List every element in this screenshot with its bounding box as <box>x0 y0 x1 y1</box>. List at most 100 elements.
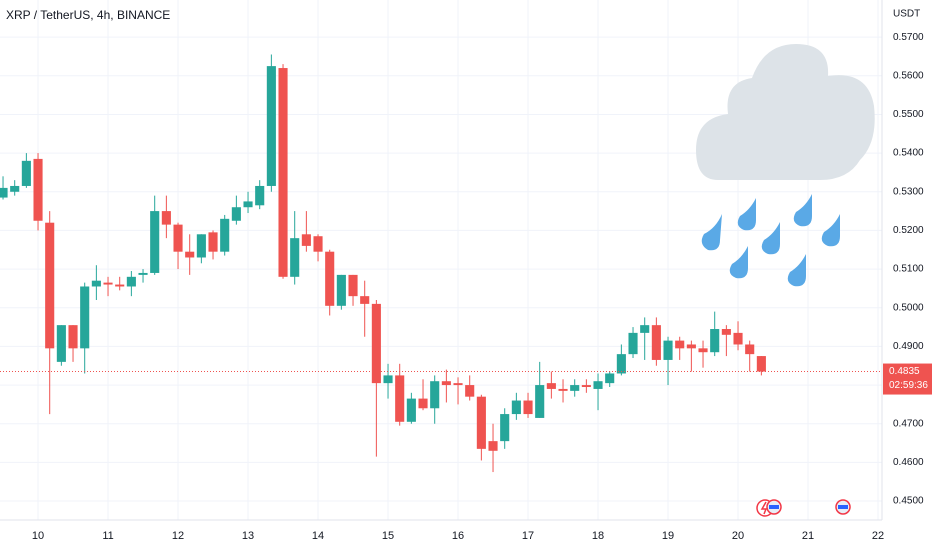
candle-body <box>255 185 265 206</box>
x-tick-label: 18 <box>592 530 604 542</box>
candle-body <box>756 356 766 372</box>
candle-body <box>558 388 568 391</box>
candle-body <box>278 68 288 277</box>
candle-body <box>710 329 720 353</box>
price-tag <box>883 363 932 395</box>
x-tick-label: 11 <box>102 530 113 542</box>
chart-title: XRP / TetherUS, 4h, BINANCE <box>6 8 170 22</box>
candle-body <box>523 400 533 415</box>
candle-body <box>605 373 615 384</box>
candle-body <box>500 414 510 442</box>
candle-body <box>418 398 428 409</box>
candle-body <box>10 185 20 192</box>
candle-body <box>348 274 358 297</box>
candle-body <box>56 325 66 362</box>
x-tick-label: 22 <box>872 530 884 542</box>
candle-body <box>511 400 521 415</box>
candle-body <box>686 344 696 349</box>
candle-body <box>301 234 311 246</box>
x-tick-label: 21 <box>802 530 814 542</box>
x-tick-label: 19 <box>662 530 674 542</box>
candle-body <box>546 383 556 389</box>
y-tick-label: 0.5200 <box>893 225 924 236</box>
candle-body <box>115 284 125 287</box>
candle-body <box>675 340 685 349</box>
y-tick-label: 0.5700 <box>893 32 924 43</box>
x-tick-label: 12 <box>172 530 184 542</box>
y-tick-label: 0.4700 <box>893 418 924 429</box>
candle-body <box>745 344 755 355</box>
x-tick-label: 10 <box>32 530 44 542</box>
candle-body <box>698 348 708 353</box>
y-tick-label: 0.5100 <box>893 264 924 275</box>
candle-body <box>465 385 475 397</box>
candle-body <box>488 441 498 451</box>
candle-body <box>441 381 451 386</box>
candle-body <box>91 280 101 287</box>
candle-body <box>360 296 370 304</box>
x-tick-label: 16 <box>452 530 464 542</box>
candle-body <box>430 381 440 409</box>
candle-body <box>138 272 148 275</box>
candle-body <box>208 232 218 252</box>
candle-body <box>616 354 626 374</box>
candle-body <box>406 398 416 422</box>
candle-body <box>45 222 55 349</box>
y-tick-label: 0.5500 <box>893 109 924 120</box>
candle-body <box>313 236 323 252</box>
y-tick-label: 0.5400 <box>893 148 924 159</box>
candle-body <box>325 251 335 306</box>
candle-body <box>721 329 731 335</box>
x-tick-label: 20 <box>732 530 744 542</box>
y-tick-label: 0.5000 <box>893 302 924 313</box>
candle-body <box>161 211 171 225</box>
candle-body <box>336 274 346 306</box>
candle-body <box>68 325 78 349</box>
price-tag-value: 0.4835 <box>889 366 920 377</box>
candle-body <box>383 375 393 384</box>
candle-body <box>581 385 591 388</box>
candle-body <box>733 332 743 345</box>
candle-body <box>290 238 300 277</box>
x-tick-label: 15 <box>382 530 394 542</box>
candle-body <box>593 381 603 389</box>
event-icons <box>756 499 851 517</box>
candle-body <box>0 187 8 198</box>
candle-body <box>651 325 661 360</box>
cloud-icon <box>696 44 875 287</box>
x-tick-label: 17 <box>522 530 534 542</box>
y-tick-label: 0.5600 <box>893 70 924 81</box>
candle-body <box>103 282 113 285</box>
candle-body <box>33 158 43 221</box>
candle-body <box>371 303 381 384</box>
overlay: 0.45000.46000.47000.48000.49000.50000.51… <box>0 32 932 542</box>
candle-body <box>185 251 195 258</box>
y-tick-label: 0.4600 <box>893 457 924 468</box>
candle-body <box>150 211 160 273</box>
y-axis-label: USDT <box>893 9 920 20</box>
y-tick-label: 0.4500 <box>893 496 924 507</box>
x-tick-label: 14 <box>312 530 324 542</box>
candle-body <box>21 160 31 186</box>
candles <box>0 54 766 473</box>
y-tick-label: 0.4900 <box>893 341 924 352</box>
price-tag-countdown: 02:59:36 <box>889 380 928 391</box>
candle-body <box>663 340 673 360</box>
candle-body <box>628 332 638 355</box>
candle-body <box>476 396 486 449</box>
candle-body <box>453 383 463 386</box>
candle-body <box>570 385 580 391</box>
candle-body <box>220 218 230 252</box>
candle-body <box>640 325 650 333</box>
candle-body <box>196 234 206 258</box>
candle-body <box>231 207 241 221</box>
candle-body <box>243 201 253 208</box>
y-tick-label: 0.5300 <box>893 186 924 197</box>
candle-body <box>266 66 276 186</box>
candle-body <box>535 385 545 418</box>
candle-body <box>395 375 405 422</box>
x-tick-label: 13 <box>242 530 254 542</box>
candle-body <box>173 224 183 252</box>
candle-body <box>126 276 136 287</box>
